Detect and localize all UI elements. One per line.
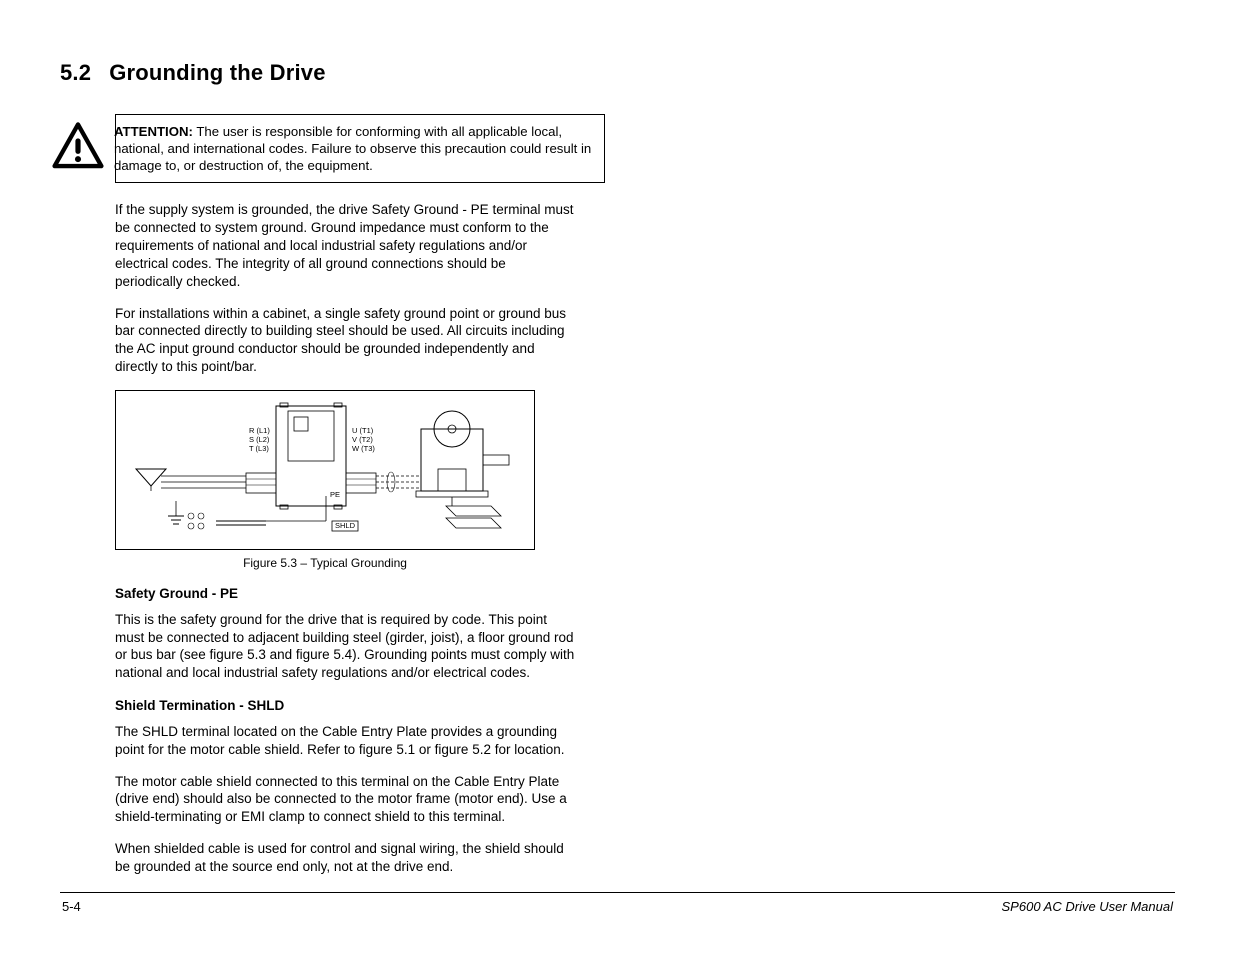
label-r-l1: R (L1) [249,427,270,435]
page-footer: 5-4 SP600 AC Drive User Manual [60,899,1175,914]
shield-term-heading: Shield Termination - SHLD [115,698,1175,713]
figure-caption: Figure 5.3 – Typical Grounding [115,556,535,570]
attention-text: ATTENTION: The user is responsible for c… [114,123,592,174]
warning-icon [52,121,104,173]
label-s-l2: S (L2) [249,436,269,444]
attention-label: ATTENTION: [114,124,193,139]
footer-rule [60,892,1175,893]
attention-block: ATTENTION: The user is responsible for c… [115,114,605,183]
label-v-t2: V (T2) [352,436,373,444]
section-title: Grounding the Drive [109,60,325,85]
section-number: 5.2 [60,60,91,85]
safety-ground-text: This is the safety ground for the drive … [115,611,575,682]
label-w-t3: W (T3) [352,445,375,453]
paragraph-1: If the supply system is grounded, the dr… [115,201,575,290]
safety-ground-heading: Safety Ground - PE [115,586,1175,601]
page-content: 5.2 Grounding the Drive ATTENTION: The us… [0,0,1235,944]
shield-term-p3: When shielded cable is used for control … [115,840,575,876]
manual-title: SP600 AC Drive User Manual [1002,899,1173,914]
paragraph-2: For installations within a cabinet, a si… [115,305,575,376]
label-shld: SHLD [335,522,355,530]
page-number: 5-4 [62,899,81,914]
grounding-diagram-svg [116,391,536,551]
shield-term-p1: The SHLD terminal located on the Cable E… [115,723,575,759]
label-u-t1: U (T1) [352,427,373,435]
label-t-l3: T (L3) [249,445,269,453]
label-pe: PE [330,491,340,499]
figure-diagram: R (L1) S (L2) T (L3) U (T1) V (T2) W (T3… [115,390,535,550]
section-heading: 5.2 Grounding the Drive [60,60,1175,86]
shield-term-p2: The motor cable shield connected to this… [115,773,575,826]
